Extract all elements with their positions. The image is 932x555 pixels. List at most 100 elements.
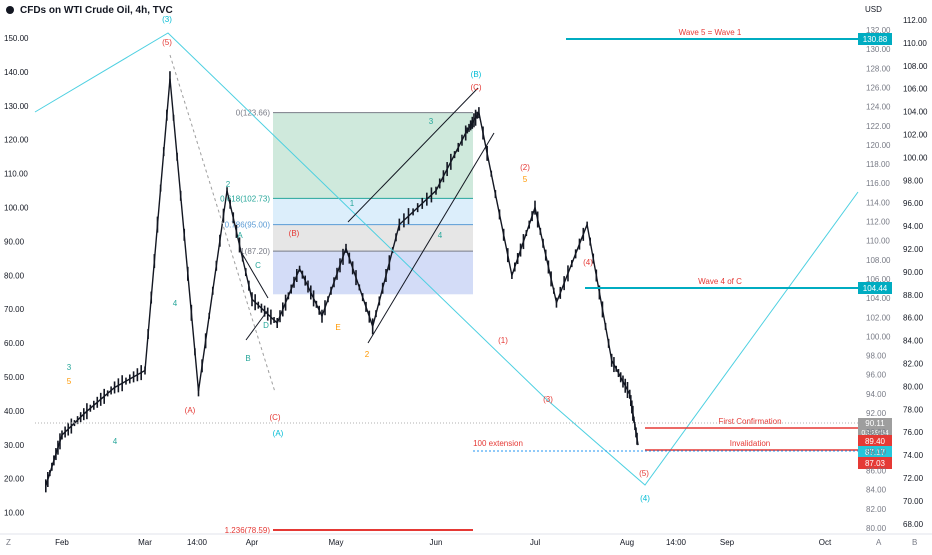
x-axis-tick: Feb <box>55 538 69 547</box>
hline-wave5-label: Wave 5 = Wave 1 <box>679 28 742 37</box>
price-tag-wave4: 104.44 <box>863 284 888 293</box>
price-tag-countdown: 03:29:54 <box>861 430 888 437</box>
wave-label: (4) <box>640 494 650 503</box>
price-tag-current-bg <box>858 418 892 438</box>
wave-label: D <box>263 321 269 330</box>
hline-100-extension-label: 100 extension <box>473 439 523 448</box>
price-tag-invalidation-bg <box>858 457 892 469</box>
right-axis-inner-tick: 84.00 <box>866 486 887 495</box>
right-axis-inner-tick: 126.00 <box>866 83 891 92</box>
fib-level-label: 0.786(95.00) <box>225 221 271 230</box>
dashed-connector <box>169 54 276 393</box>
left-axis-tick: 10.00 <box>4 509 25 518</box>
fib-level-label: 0(123.66) <box>236 109 271 118</box>
right-axis-outer-tick: 78.00 <box>903 405 924 414</box>
left-axis-tick: 120.00 <box>4 136 29 145</box>
right-axis-inner-tick: 122.00 <box>866 122 891 131</box>
price-tag-wave4-bg <box>858 282 892 294</box>
right-axis-outer-tick: 96.00 <box>903 199 924 208</box>
price-tag-100-extension-bg <box>858 446 892 458</box>
wave-label: (3) <box>162 15 172 24</box>
right-axis-outer-tick: 92.00 <box>903 245 924 254</box>
wave-label: C <box>255 261 261 270</box>
corner-right-b: B <box>912 538 917 547</box>
wave-label: (A) <box>185 406 196 415</box>
wave-label: (3) <box>543 395 553 404</box>
wave-label: (C) <box>269 413 280 422</box>
left-axis-tick: 90.00 <box>4 237 25 246</box>
wave-label: (5) <box>162 38 172 47</box>
price-tag-100-extension: 87.17 <box>865 448 886 457</box>
price-tag-invalidation: 87.03 <box>865 459 886 468</box>
fib-zone-light-blue <box>273 198 473 225</box>
right-axis-inner-tick: 106.00 <box>866 275 891 284</box>
fib-zone-blue <box>273 251 473 295</box>
right-axis-outer-tick: 102.00 <box>903 131 928 140</box>
right-axis-outer-tick: 104.00 <box>903 108 928 117</box>
right-axis-inner-tick: 104.00 <box>866 294 891 303</box>
wave-label: 3 <box>429 117 434 126</box>
title-dot-icon <box>6 6 14 14</box>
x-axis-tick: Oct <box>819 538 832 547</box>
right-axis-inner-tick: 124.00 <box>866 103 891 112</box>
right-axis-outer-tick: 94.00 <box>903 222 924 231</box>
x-axis-tick: Jul <box>530 538 540 547</box>
right-axis-inner-tick: 108.00 <box>866 256 891 265</box>
right-axis-inner-tick: 118.00 <box>866 160 890 169</box>
right-axis-outer-tick: 90.00 <box>903 268 924 277</box>
left-axis-tick: 80.00 <box>4 271 25 280</box>
left-axis-tick: 20.00 <box>4 475 25 484</box>
wave-label: (C) <box>470 83 481 92</box>
right-axis-inner-tick: 94.00 <box>866 390 887 399</box>
right-axis-inner-tick: 128.00 <box>866 64 891 73</box>
right-axis-outer-tick: 68.00 <box>903 520 924 529</box>
right-axis-outer-tick: 108.00 <box>903 62 928 71</box>
left-axis-tick: 30.00 <box>4 441 25 450</box>
wave-label: (1) <box>498 336 508 345</box>
channel-lower <box>367 132 495 344</box>
price-tag-first-confirmation: 89.40 <box>865 437 886 446</box>
wave-label: 2 <box>226 180 231 189</box>
right-axis-outer-tick: 98.00 <box>903 176 924 185</box>
hline-invalidation-label: Invalidation <box>730 439 770 448</box>
right-axis-outer-tick: 82.00 <box>903 360 924 369</box>
right-axis-inner-tick: 96.00 <box>866 371 887 380</box>
wave-label: A <box>237 231 243 240</box>
right-axis-outer-tick: 84.00 <box>903 337 924 346</box>
hline-first-confirmation-label: First Confirmation <box>718 417 781 426</box>
wave-label: 5 <box>67 377 72 386</box>
left-axis-tick: 140.00 <box>4 68 29 77</box>
right-axis-inner-tick: 90.00 <box>866 428 887 437</box>
right-axis-inner-tick: 82.00 <box>866 505 887 514</box>
triangle-lower <box>245 309 269 341</box>
price-tag-first-confirmation-bg <box>858 435 892 447</box>
fib-level-label: 1(87.20) <box>240 247 270 256</box>
right-axis-inner-tick: 102.00 <box>866 313 891 322</box>
left-axis-tick: 110.00 <box>4 170 28 179</box>
price-tag-wave5: 130.88 <box>863 35 888 44</box>
right-axis-outer-tick: 100.00 <box>903 153 928 162</box>
hline-wave4-label: Wave 4 of C <box>698 277 742 286</box>
left-axis-tick: 100.00 <box>4 204 29 213</box>
right-axis-outer-tick: 70.00 <box>903 497 924 506</box>
wave-label: (B) <box>471 70 482 79</box>
x-axis-tick: Aug <box>620 538 634 547</box>
wave-label: (5) <box>639 469 649 478</box>
fib-level-label: 1.236(78.59) <box>225 526 271 535</box>
right-axis-inner-tick: 112.00 <box>866 218 890 227</box>
wave-label: 4 <box>113 437 118 446</box>
chart-title: CFDs on WTI Crude Oil, 4h, TVC <box>20 5 173 16</box>
price-tag-current: 90.11 <box>865 419 885 428</box>
right-axis-outer-tick: 76.00 <box>903 428 924 437</box>
right-axis-outer-tick: 88.00 <box>903 291 924 300</box>
right-axis-inner-tick: 110.00 <box>866 237 890 246</box>
fib-zone-green <box>273 112 473 199</box>
x-axis-tick: Apr <box>246 538 259 547</box>
x-axis-tick: May <box>328 538 343 547</box>
fib-level-label: 0.618(102.73) <box>220 194 270 203</box>
right-axis-inner-tick: 116.00 <box>866 179 890 188</box>
left-axis-tick: 40.00 <box>4 407 25 416</box>
left-axis-tick: 70.00 <box>4 305 25 314</box>
x-axis-tick: Sep <box>720 538 735 547</box>
